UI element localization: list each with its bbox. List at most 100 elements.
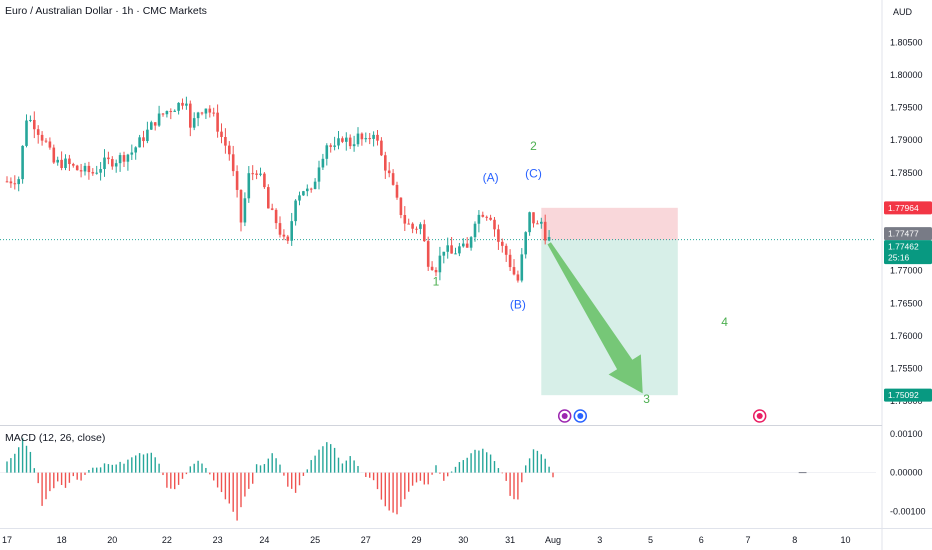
candle (430, 261, 434, 271)
candle-body (40, 134, 44, 141)
candle-body (485, 216, 488, 218)
candle (13, 175, 17, 190)
candle (95, 165, 98, 175)
candle (337, 130, 340, 150)
candle (99, 162, 102, 181)
candle-body (403, 215, 407, 224)
time-tick-label: 24 (259, 535, 269, 545)
event-dot (756, 413, 763, 419)
candle-body (79, 170, 83, 172)
candle (481, 211, 485, 218)
candle (298, 191, 301, 206)
candle-body (239, 189, 243, 223)
candle (508, 249, 512, 271)
candle (329, 143, 332, 153)
time-tick-label: 10 (840, 535, 850, 545)
candle-body (294, 200, 297, 222)
candle (458, 242, 461, 257)
macd-tick-label: 0.00000 (890, 468, 923, 478)
candle (103, 149, 106, 177)
candle (501, 238, 504, 253)
candle-body (286, 236, 290, 241)
candle (352, 135, 356, 152)
candle-body (360, 133, 364, 140)
candle (5, 176, 9, 183)
candle-body (341, 138, 344, 142)
candle-body (247, 173, 251, 199)
candle-body (489, 217, 492, 220)
candle-body (72, 164, 75, 166)
time-tick-label: 6 (699, 535, 704, 545)
candle (72, 162, 75, 168)
candle (146, 121, 149, 144)
candle (9, 177, 13, 188)
candle-body (391, 173, 395, 185)
candle-body (196, 112, 200, 119)
candle (302, 190, 305, 196)
candle (216, 104, 219, 138)
candle (118, 152, 122, 172)
price-tick-label: 1.80500 (890, 37, 923, 47)
candle-body (290, 221, 293, 241)
candle (306, 184, 309, 197)
currency-label[interactable]: AUD (893, 7, 913, 17)
candle (419, 222, 422, 235)
candle-body (384, 155, 387, 171)
candle (290, 212, 293, 246)
candle (465, 237, 469, 248)
candle-body (465, 243, 469, 248)
candle-body (419, 224, 422, 229)
price-tag-label: 1.77477 (888, 229, 919, 239)
candle (212, 107, 215, 117)
candle (528, 211, 531, 236)
candle (153, 122, 157, 131)
candle-body (438, 255, 442, 273)
candle (356, 127, 360, 147)
candle (192, 112, 196, 131)
candle-body (493, 219, 496, 230)
candle-body (524, 232, 527, 255)
candle-body (228, 145, 231, 155)
candle (341, 136, 344, 144)
candle (407, 218, 410, 225)
candle-body (134, 147, 137, 153)
wave-label: (C) (525, 166, 542, 180)
candle-body (95, 172, 98, 174)
candle-body (278, 223, 282, 235)
candle-body (185, 103, 188, 106)
candle-body (504, 245, 508, 255)
candle-body (60, 159, 63, 169)
candle (243, 192, 247, 227)
candle-body (317, 167, 321, 182)
time-tick-label: 8 (792, 535, 797, 545)
candle-body (267, 187, 270, 209)
candle (536, 220, 539, 225)
candle-body (411, 223, 414, 229)
price-tag-last: 1.77477 (884, 227, 932, 241)
candle (130, 144, 134, 161)
time-tick-label: 30 (458, 535, 468, 545)
candle-body (126, 154, 130, 162)
candle-body (9, 181, 13, 184)
candle-body (516, 274, 520, 281)
candle (438, 246, 442, 281)
candle-body (83, 165, 87, 172)
candle-body (423, 224, 426, 242)
candle (540, 217, 543, 229)
macd-tick-label: -0.00100 (890, 506, 926, 516)
candle (25, 114, 28, 148)
candle-body (298, 195, 301, 201)
candle-body (114, 163, 118, 167)
candle-body (56, 159, 59, 163)
candle (403, 206, 407, 232)
candle-body (75, 165, 79, 171)
candle-body (17, 179, 20, 185)
candle (83, 162, 87, 176)
candle (516, 270, 520, 283)
candle (208, 105, 212, 118)
candle-body (352, 144, 356, 147)
candle (462, 238, 465, 248)
candle-body (103, 157, 106, 170)
time-tick-label: 20 (107, 535, 117, 545)
